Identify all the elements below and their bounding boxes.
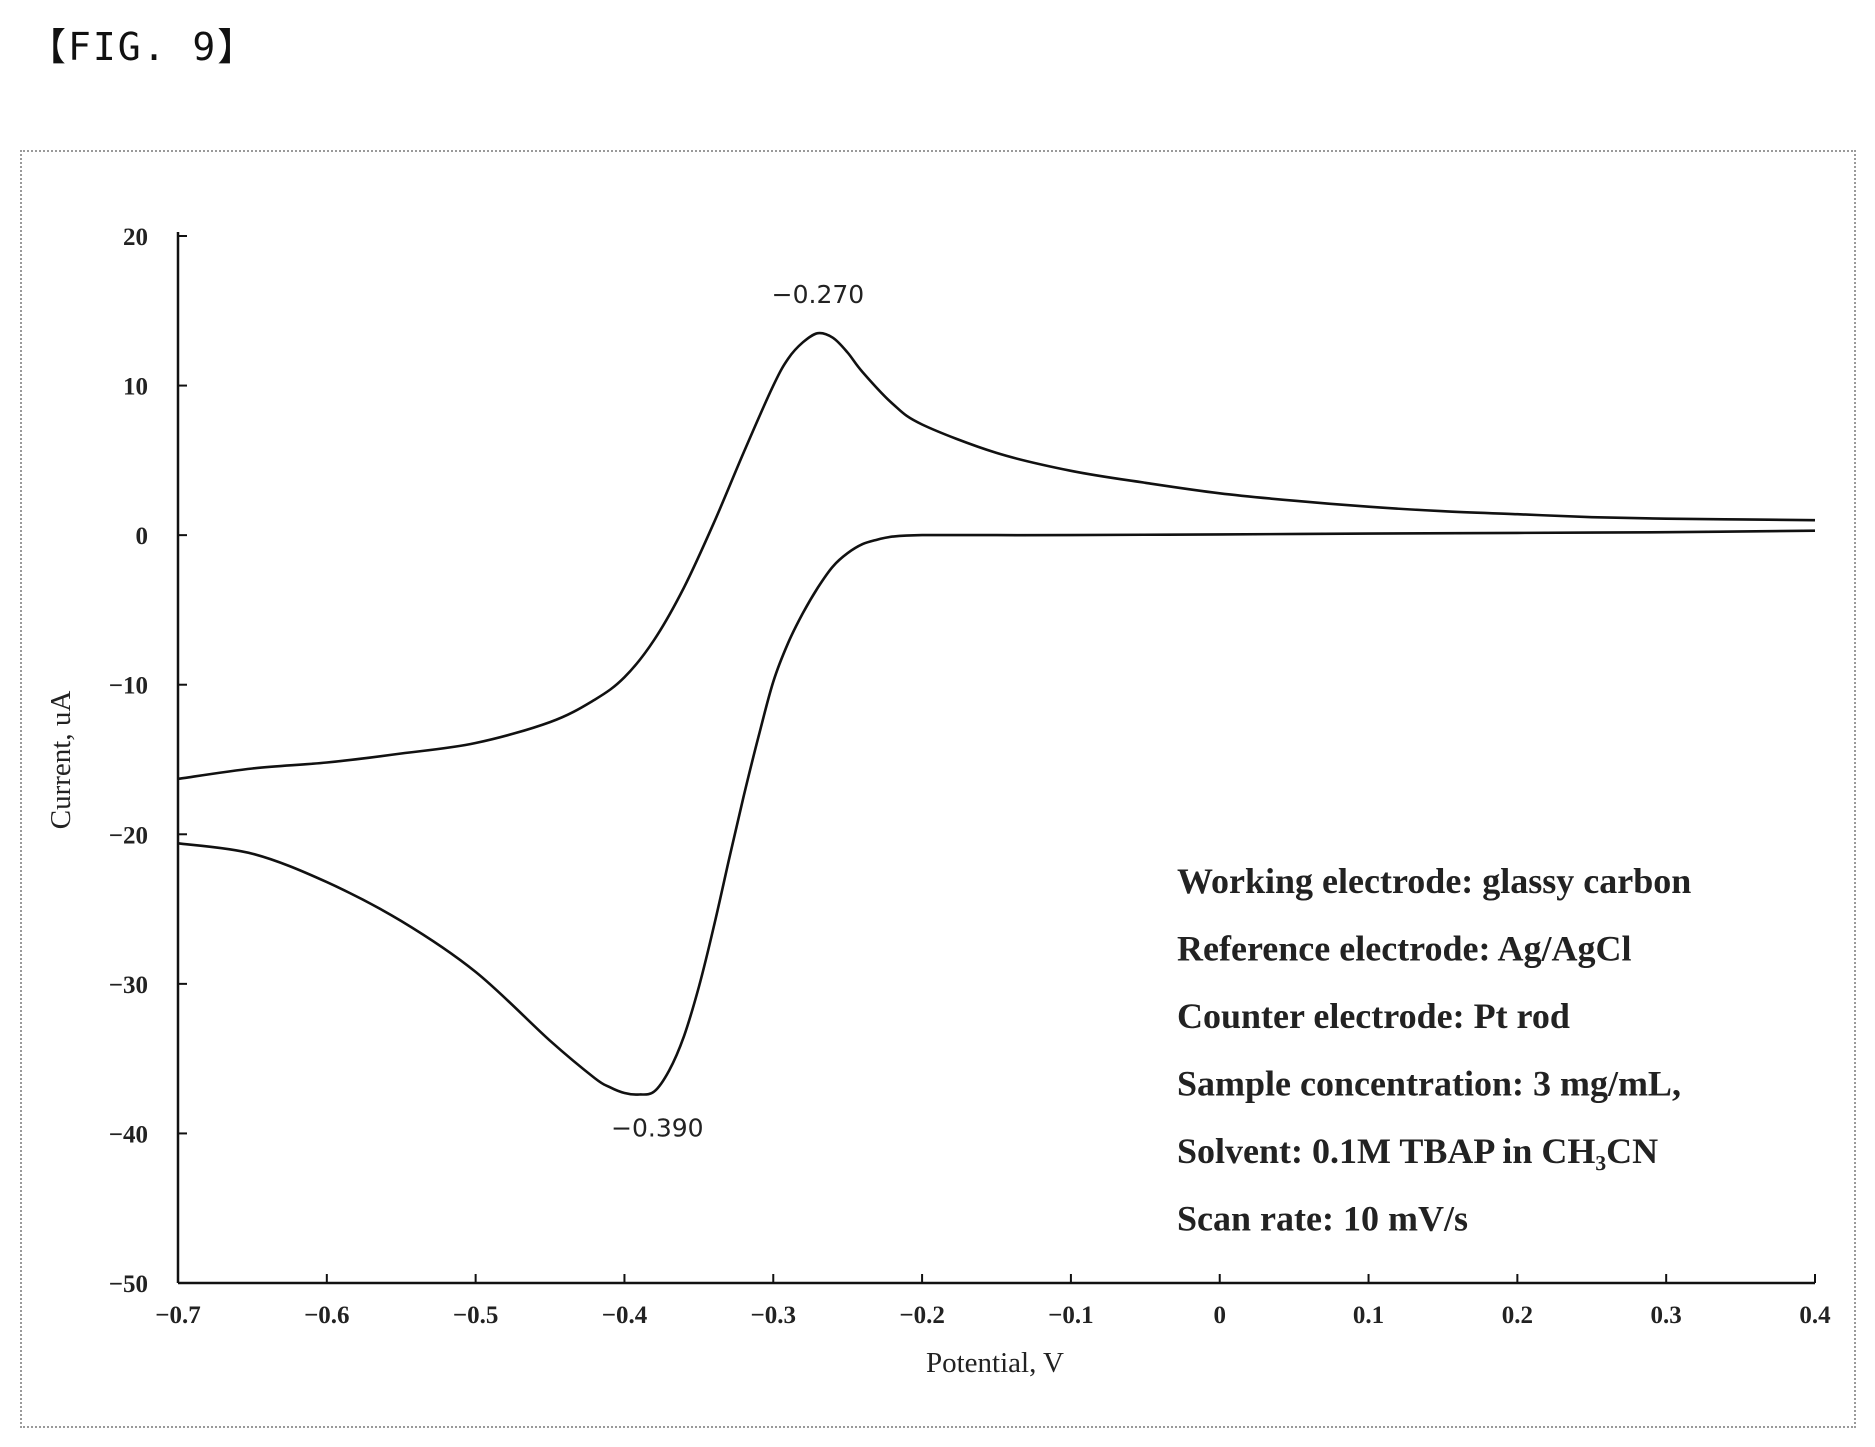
x-axis-title: Potential, V bbox=[926, 1347, 1064, 1379]
figure-label: 【FIG. 9】 bbox=[28, 25, 258, 69]
y-tick-label: −20 bbox=[109, 822, 148, 849]
x-tick-label: 0.1 bbox=[1353, 1302, 1384, 1329]
y-axis-title: Current, uA bbox=[45, 691, 77, 830]
reduction-curve bbox=[177, 529, 1816, 1096]
oxidation-curve bbox=[177, 331, 1816, 781]
y-tick-label: −40 bbox=[109, 1121, 148, 1148]
y-tick-label: 10 bbox=[123, 374, 148, 401]
axes: −0.7 −0.6 −0.5 −0.4 −0.3 −0.2 −0.1 0 0.1 0.2 0.3 0.… bbox=[109, 224, 1831, 1329]
experiment-note: Solvent: 0.1M TBAP in CH₃CN bbox=[1177, 1131, 1658, 1171]
experiment-note: Working electrode: glassy carbon bbox=[1177, 861, 1691, 901]
peak-annotations: −0.270 −0.390 bbox=[611, 280, 864, 1142]
x-tick-label: 0.2 bbox=[1502, 1302, 1533, 1329]
experiment-note: Sample concentration: 3 mg/mL, bbox=[1177, 1064, 1681, 1104]
x-tick-label: −0.2 bbox=[899, 1302, 945, 1329]
chart-frame bbox=[20, 150, 1856, 1428]
y-tick-label: −50 bbox=[109, 1271, 148, 1298]
y-tick-label: 0 bbox=[136, 523, 149, 550]
experiment-note: Counter electrode: Pt rod bbox=[1177, 996, 1570, 1036]
y-tick-label: −10 bbox=[109, 673, 148, 700]
x-tick-label: −0.1 bbox=[1048, 1302, 1094, 1329]
y-tick-label: −30 bbox=[109, 972, 148, 999]
experiment-note: Reference electrode: Ag/AgCl bbox=[1177, 929, 1631, 969]
experiment-notes: Working electrode: glassy carbon Referenc… bbox=[1177, 861, 1691, 1239]
experiment-note: Scan rate: 10 mV/s bbox=[1177, 1199, 1468, 1239]
x-tick-label: −0.5 bbox=[453, 1302, 499, 1329]
y-tick-label: 20 bbox=[123, 224, 148, 251]
x-tick-label: −0.3 bbox=[751, 1302, 797, 1329]
x-tick-label: −0.4 bbox=[602, 1302, 648, 1329]
peak-label: −0.390 bbox=[611, 1114, 704, 1143]
x-tick-label: −0.6 bbox=[304, 1302, 350, 1329]
x-tick-label: −0.7 bbox=[155, 1302, 201, 1329]
curves bbox=[177, 331, 1816, 1096]
x-tick-label: 0.4 bbox=[1799, 1302, 1831, 1329]
peak-label: −0.270 bbox=[772, 280, 865, 309]
x-tick-label: 0.3 bbox=[1651, 1302, 1682, 1329]
x-tick-label: 0 bbox=[1213, 1302, 1226, 1329]
